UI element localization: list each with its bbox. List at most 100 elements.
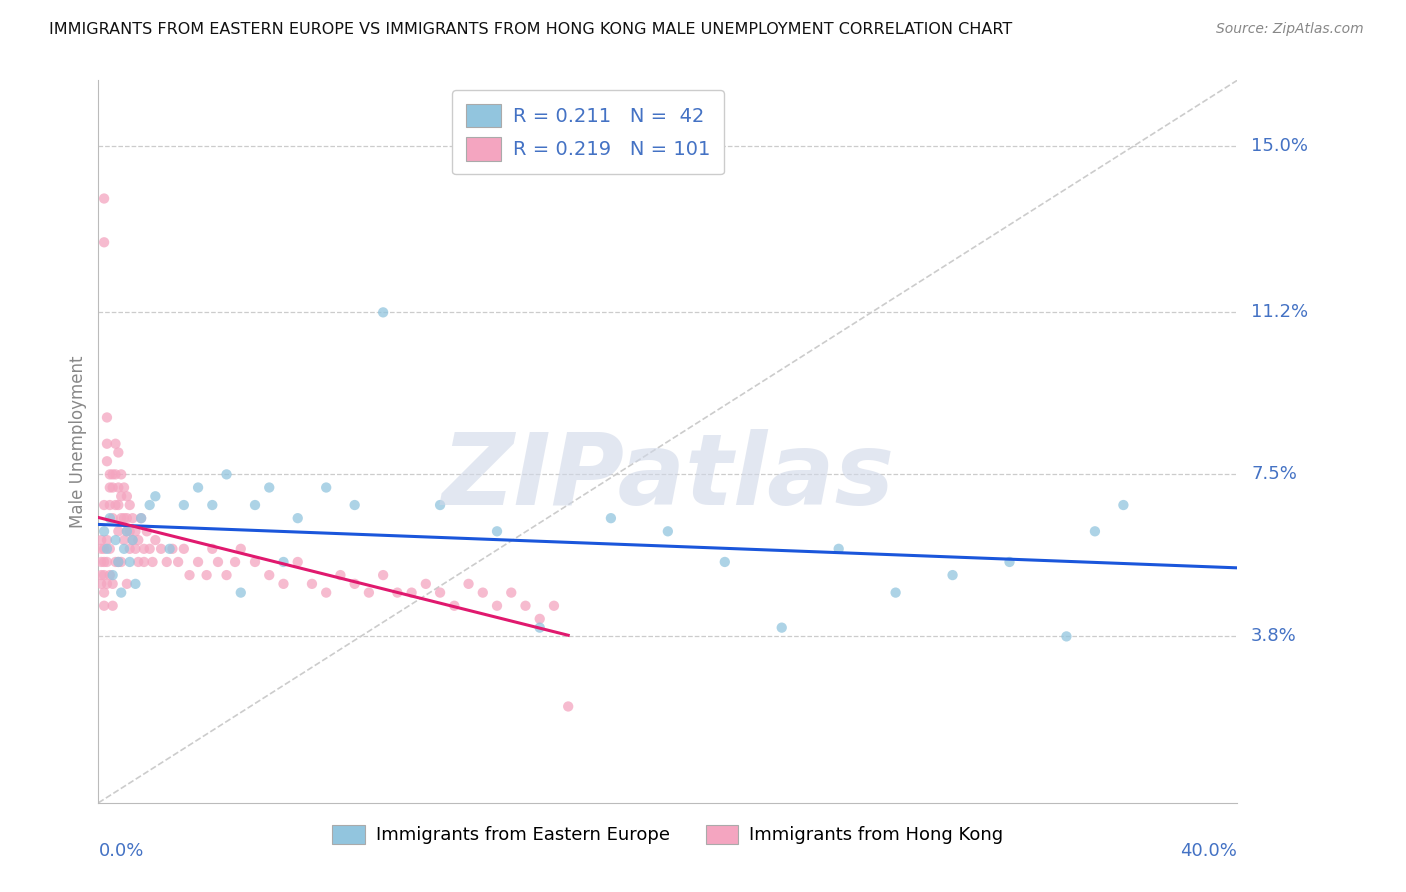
Point	[129, 511, 152, 525]
Point	[115, 511, 138, 525]
Point	[93, 585, 115, 599]
Point	[107, 555, 129, 569]
Point	[93, 555, 115, 569]
Point	[373, 305, 395, 319]
Point	[101, 599, 124, 613]
Point	[112, 481, 135, 495]
Point	[124, 541, 146, 556]
Point	[501, 585, 523, 599]
Point	[121, 511, 143, 525]
Text: ZIPatlas: ZIPatlas	[441, 429, 894, 526]
Point	[429, 585, 451, 599]
Point	[173, 498, 195, 512]
Point	[515, 599, 537, 613]
Point	[600, 511, 623, 525]
Point	[714, 555, 737, 569]
Point	[112, 533, 135, 547]
Point	[101, 481, 124, 495]
Text: Source: ZipAtlas.com: Source: ZipAtlas.com	[1216, 22, 1364, 37]
Point	[243, 555, 266, 569]
Point	[127, 533, 149, 547]
Point	[132, 541, 155, 556]
Point	[90, 555, 112, 569]
Point	[124, 577, 146, 591]
Point	[98, 467, 121, 482]
Point	[357, 585, 380, 599]
Point	[1056, 629, 1078, 643]
Point	[93, 524, 115, 539]
Point	[229, 541, 252, 556]
Point	[156, 555, 179, 569]
Point	[207, 555, 229, 569]
Point	[942, 568, 965, 582]
Point	[529, 612, 551, 626]
Point	[96, 541, 118, 556]
Point	[135, 524, 157, 539]
Point	[101, 568, 124, 582]
Point	[443, 599, 465, 613]
Point	[110, 511, 132, 525]
Point	[828, 541, 851, 556]
Point	[104, 498, 127, 512]
Point	[118, 541, 141, 556]
Point	[107, 555, 129, 569]
Point	[101, 511, 124, 525]
Point	[104, 467, 127, 482]
Point	[529, 621, 551, 635]
Point	[124, 524, 146, 539]
Point	[259, 568, 281, 582]
Point	[129, 511, 152, 525]
Text: 15.0%: 15.0%	[1251, 137, 1308, 155]
Point	[127, 555, 149, 569]
Point	[110, 489, 132, 503]
Point	[159, 541, 181, 556]
Point	[96, 533, 118, 547]
Point	[138, 541, 160, 556]
Point	[96, 577, 118, 591]
Y-axis label: Male Unemployment: Male Unemployment	[69, 355, 87, 528]
Point	[229, 585, 252, 599]
Point	[93, 498, 115, 512]
Point	[486, 524, 509, 539]
Text: 3.8%: 3.8%	[1251, 627, 1296, 646]
Point	[98, 568, 121, 582]
Point	[201, 498, 224, 512]
Point	[115, 524, 138, 539]
Point	[373, 568, 395, 582]
Point	[110, 467, 132, 482]
Point	[104, 555, 127, 569]
Point	[1112, 498, 1135, 512]
Point	[107, 445, 129, 459]
Point	[287, 555, 309, 569]
Point	[343, 498, 366, 512]
Point	[259, 481, 281, 495]
Point	[112, 511, 135, 525]
Point	[93, 192, 115, 206]
Point	[96, 410, 118, 425]
Point	[107, 524, 129, 539]
Point	[110, 555, 132, 569]
Point	[195, 568, 218, 582]
Point	[93, 541, 115, 556]
Point	[329, 568, 352, 582]
Point	[112, 541, 135, 556]
Point	[315, 481, 337, 495]
Point	[90, 568, 112, 582]
Point	[543, 599, 565, 613]
Point	[98, 481, 121, 495]
Point	[96, 454, 118, 468]
Point	[215, 568, 238, 582]
Point	[93, 599, 115, 613]
Text: 11.2%: 11.2%	[1251, 303, 1309, 321]
Legend: Immigrants from Eastern Europe, Immigrants from Hong Kong: Immigrants from Eastern Europe, Immigran…	[325, 818, 1011, 852]
Point	[118, 555, 141, 569]
Point	[98, 511, 121, 525]
Point	[93, 568, 115, 582]
Point	[104, 436, 127, 450]
Point	[301, 577, 323, 591]
Point	[115, 524, 138, 539]
Point	[162, 541, 184, 556]
Point	[90, 541, 112, 556]
Point	[187, 481, 209, 495]
Point	[387, 585, 409, 599]
